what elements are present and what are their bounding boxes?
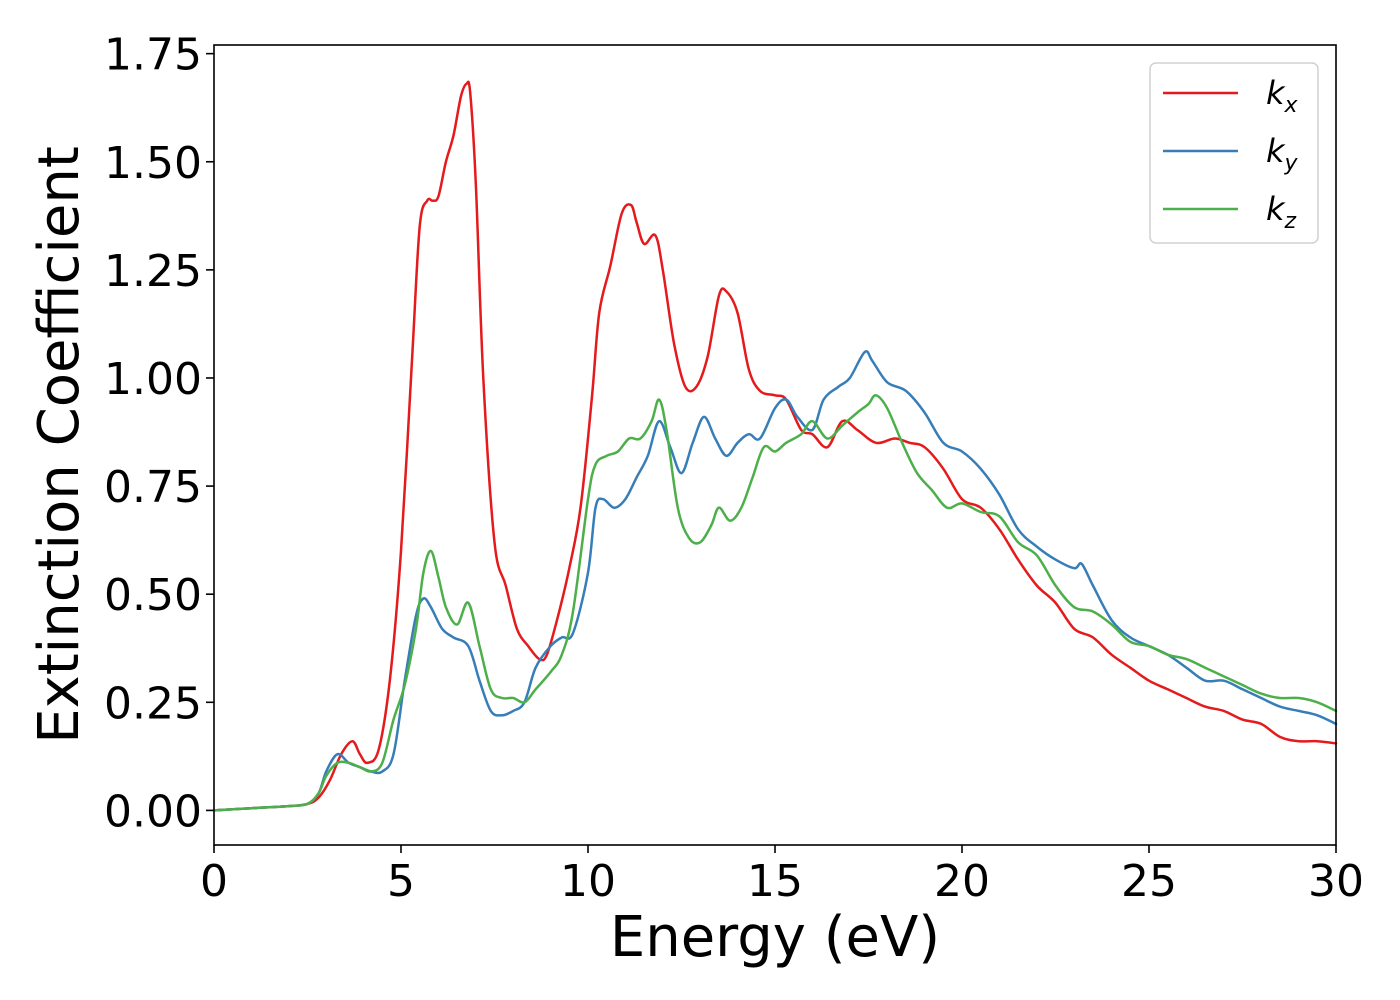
y-tick-label: 0.25	[104, 678, 202, 729]
y-tick-label: 0.75	[104, 462, 202, 513]
x-tick-label: 20	[934, 856, 990, 907]
x-axis: 0 5 10 15 20 25 30	[200, 845, 1364, 907]
x-tick-label: 0	[200, 856, 228, 907]
x-axis-title: Energy (eV)	[610, 905, 940, 970]
series-layer	[212, 80, 1338, 812]
series-line-kz	[212, 394, 1338, 812]
x-tick-label: 30	[1308, 856, 1364, 907]
series-line-kx	[212, 80, 1338, 812]
y-axis: 0.00 0.25 0.50 0.75 1.00 1.25 1.50 1.75	[104, 30, 214, 837]
x-tick-label: 10	[560, 856, 616, 907]
series-line-ky	[212, 350, 1338, 812]
y-tick-label: 0.00	[104, 786, 202, 837]
y-tick-label: 1.00	[104, 354, 202, 405]
y-tick-label: 1.25	[104, 246, 202, 297]
legend-box	[1149, 62, 1319, 244]
x-tick-label: 5	[387, 856, 415, 907]
x-tick-label: 25	[1121, 856, 1177, 907]
x-tick-label: 15	[747, 856, 803, 907]
y-axis-title: Extinction Coefficient	[27, 146, 92, 744]
y-tick-label: 1.75	[104, 30, 202, 81]
y-tick-label: 1.50	[104, 138, 202, 189]
y-tick-label: 0.50	[104, 570, 202, 621]
